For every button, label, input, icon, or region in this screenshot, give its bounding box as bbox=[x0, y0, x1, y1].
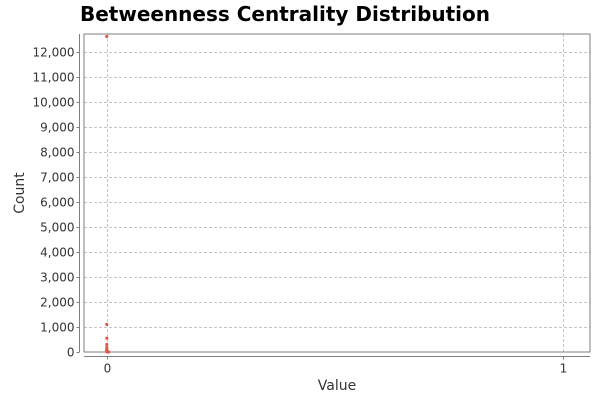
y-tick-label: 11,000 bbox=[33, 71, 75, 85]
chart-title: Betweenness Centrality Distribution bbox=[79, 2, 491, 26]
data-point bbox=[105, 322, 109, 327]
y-tick-label: 5,000 bbox=[40, 221, 74, 235]
y-tick-label: 0 bbox=[67, 346, 75, 360]
y-tick-label: 3,000 bbox=[40, 271, 74, 285]
y-tick-label: 7,000 bbox=[40, 171, 74, 185]
x-tick-label: 0 bbox=[104, 362, 112, 376]
data-point bbox=[105, 34, 109, 39]
y-tick-label: 1,000 bbox=[40, 321, 74, 335]
data-points bbox=[105, 34, 111, 354]
y-tick-label: 2,000 bbox=[40, 296, 74, 310]
y-tick-label: 12,000 bbox=[33, 46, 75, 60]
plot-area-frame bbox=[83, 33, 591, 353]
data-point bbox=[105, 342, 109, 347]
y-tick-label: 10,000 bbox=[33, 96, 75, 110]
axes: 0 1,000 2,000 3,000 4,000 5,000 6,000 7,000 8,00… bbox=[33, 34, 590, 376]
y-tick-label: 9,000 bbox=[40, 121, 74, 135]
x-tick-label: 1 bbox=[560, 362, 568, 376]
y-tick-label: 8,000 bbox=[40, 146, 74, 160]
y-tick-label: 6,000 bbox=[40, 196, 74, 210]
data-point bbox=[107, 350, 111, 354]
grid-lines bbox=[84, 34, 590, 352]
y-tick-label: 4,000 bbox=[40, 246, 74, 260]
data-point bbox=[105, 336, 109, 340]
x-axis-label: Value bbox=[318, 378, 356, 394]
y-axis-label: Count bbox=[12, 172, 28, 214]
